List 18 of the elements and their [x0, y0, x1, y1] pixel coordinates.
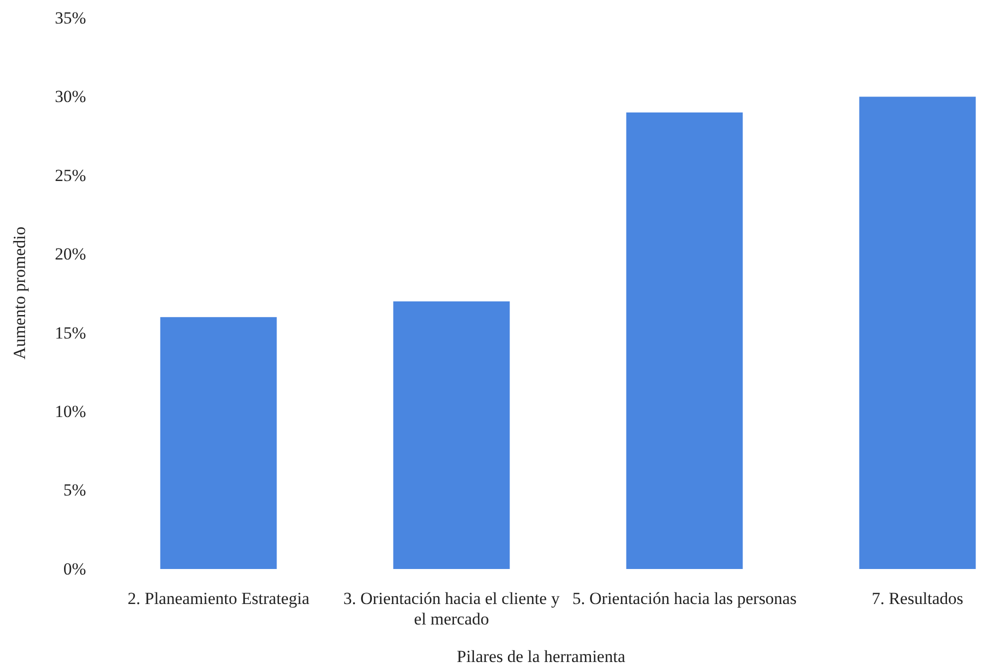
y-tick-label: 25%: [54, 166, 86, 185]
y-axis-title: Aumento promedio: [10, 226, 29, 360]
x-axis-title: Pilares de la herramienta: [456, 647, 626, 666]
y-tick-label: 5%: [63, 480, 86, 500]
x-tick-label: 3. Orientación hacia el cliente y el mercado: [343, 589, 560, 628]
y-tick-label: 15%: [54, 323, 86, 342]
x-tick-label: 7. Resultados: [872, 589, 964, 608]
y-tick-label: 10%: [54, 402, 86, 422]
y-tick-label: 35%: [54, 8, 86, 28]
x-tick-label: 5. Orientación hacia las personas: [572, 589, 797, 608]
y-tick-label: 30%: [54, 87, 86, 106]
x-tick-label: 2. Planeamiento Estrategia: [128, 589, 310, 608]
bar: [393, 301, 510, 569]
bar: [859, 96, 976, 569]
bar: [160, 317, 277, 569]
y-tick-label: 20%: [54, 244, 86, 264]
y-tick-label: 0%: [63, 559, 86, 578]
bar: [626, 112, 743, 569]
